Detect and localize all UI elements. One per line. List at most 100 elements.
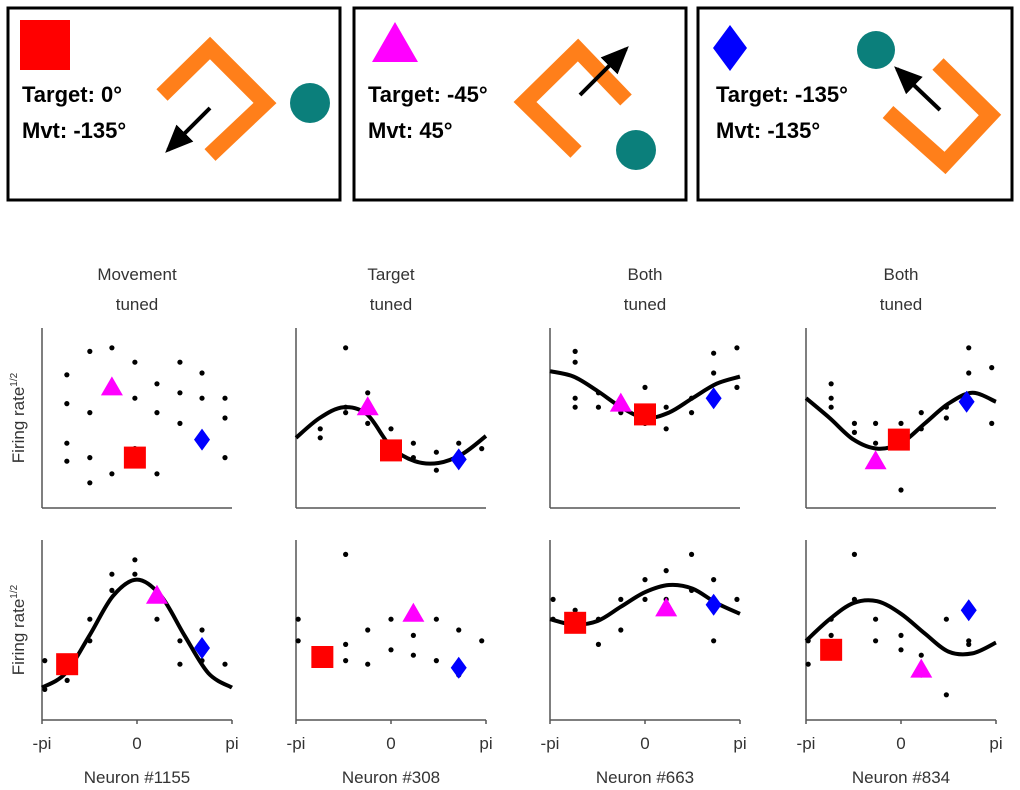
marker-triangle <box>865 450 887 469</box>
y-axis-label-text: Firing rate <box>9 387 28 464</box>
trial-dot <box>65 678 70 683</box>
x-axis-label: Neuron #663 <box>596 768 694 787</box>
trial-dot <box>42 687 47 692</box>
trial-dot <box>411 455 416 460</box>
trial-dot <box>898 487 903 492</box>
trial-dot <box>199 370 204 375</box>
trial-dot <box>734 345 739 350</box>
trial-dot <box>898 647 903 652</box>
marker-square <box>888 429 910 451</box>
x-tick-label: -pi <box>541 734 560 753</box>
subplot-title: Both <box>884 265 919 284</box>
trial-dot <box>664 405 669 410</box>
trial-dot <box>479 638 484 643</box>
trial-dot <box>456 441 461 446</box>
trial-dot <box>343 658 348 663</box>
subplot: -pi0piNeuron #1155Firing rate1/2 <box>9 540 239 787</box>
marker-triangle <box>910 659 932 678</box>
trial-dot <box>573 405 578 410</box>
marker-triangle <box>402 603 424 622</box>
trial-dot <box>296 617 301 622</box>
task-panel: Target: -45° Mvt: 45° <box>354 8 686 200</box>
task-panel: Target: 0° Mvt: -135° <box>8 8 340 200</box>
trial-dot <box>177 421 182 426</box>
x-axis-label: Neuron #1155 <box>84 768 191 787</box>
subplot-title: Both <box>628 265 663 284</box>
x-tick-label: pi <box>989 734 1002 753</box>
trial-dot <box>434 468 439 473</box>
trial-dot <box>434 617 439 622</box>
trial-dot <box>711 638 716 643</box>
trial-dot <box>456 627 461 632</box>
trial-dot <box>222 415 227 420</box>
trial-dot <box>689 552 694 557</box>
trial-dot <box>109 588 114 593</box>
trial-dot <box>177 662 182 667</box>
trial-dot <box>944 405 949 410</box>
trial-dot <box>64 401 69 406</box>
subplot-title: Movement <box>97 265 177 284</box>
trial-dot <box>852 597 857 602</box>
x-tick-label: pi <box>225 734 238 753</box>
trial-dot <box>573 349 578 354</box>
marker-triangle <box>101 376 123 395</box>
trial-dot <box>966 345 971 350</box>
trial-dot <box>177 638 182 643</box>
trial-dot <box>829 405 834 410</box>
trial-dot <box>109 471 114 476</box>
trial-dot <box>388 647 393 652</box>
x-tick-label: -pi <box>33 734 52 753</box>
trial-dot <box>689 396 694 401</box>
y-axis-label-text: Firing rate <box>9 599 28 676</box>
trial-dot <box>873 638 878 643</box>
trial-dot <box>618 627 623 632</box>
x-axis-label: Neuron #834 <box>852 768 950 787</box>
trial-dot <box>852 421 857 426</box>
trial-dot <box>87 410 92 415</box>
trial-dot <box>343 345 348 350</box>
trial-dot <box>365 421 370 426</box>
trial-dot <box>222 455 227 460</box>
trial-dot <box>642 577 647 582</box>
trial-dot <box>829 396 834 401</box>
trial-dot <box>222 662 227 667</box>
task-panel: Target: -135° Mvt: -135° <box>698 8 1012 200</box>
trial-dot <box>596 405 601 410</box>
trial-dot <box>87 455 92 460</box>
trial-dot <box>689 588 694 593</box>
trial-dot <box>944 415 949 420</box>
trial-dot <box>852 430 857 435</box>
trial-dot <box>711 577 716 582</box>
trial-dot <box>966 642 971 647</box>
subplot-title: tuned <box>370 295 413 314</box>
marker-triangle <box>146 585 168 604</box>
trial-dot <box>919 410 924 415</box>
trial-dot <box>132 572 137 577</box>
marker-diamond <box>451 657 467 679</box>
movement-text: Mvt: 45° <box>368 118 453 143</box>
x-tick-label: -pi <box>287 734 306 753</box>
trial-dot <box>365 390 370 395</box>
x-tick-label: pi <box>733 734 746 753</box>
marker-triangle <box>655 597 677 616</box>
trial-dot <box>734 597 739 602</box>
trial-dot <box>411 633 416 638</box>
marker-square <box>56 653 78 675</box>
marker-square <box>634 403 656 425</box>
trial-dot <box>109 572 114 577</box>
trial-dot <box>573 396 578 401</box>
trial-dot <box>434 450 439 455</box>
trial-dot <box>664 568 669 573</box>
trial-dot <box>411 653 416 658</box>
trial-dot <box>177 390 182 395</box>
trial-dot <box>898 421 903 426</box>
trial-dot <box>734 385 739 390</box>
x-tick-label: 0 <box>896 734 905 753</box>
trial-dot <box>642 597 647 602</box>
trial-dot <box>642 385 647 390</box>
trial-dot <box>989 365 994 370</box>
trial-dot <box>343 410 348 415</box>
trial-dot <box>550 597 555 602</box>
